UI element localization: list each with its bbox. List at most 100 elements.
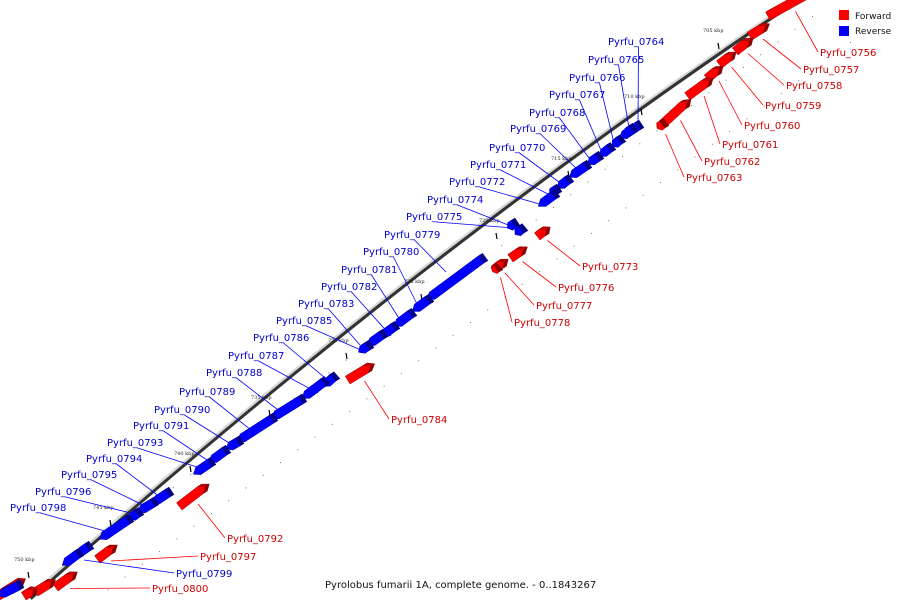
scale-tick-mark bbox=[640, 108, 643, 116]
forward-gene-label: Pyrfu_0758 bbox=[786, 81, 842, 92]
reverse-gene-label: Pyrfu_0779 bbox=[384, 230, 440, 241]
grid-dot bbox=[504, 296, 506, 298]
grid-dot bbox=[124, 576, 126, 578]
reverse-gene-label: Pyrfu_0791 bbox=[133, 421, 189, 432]
grid-dot bbox=[746, 118, 748, 120]
reverse-gene-leader bbox=[184, 414, 235, 447]
scale-tick-mark bbox=[495, 232, 498, 240]
reverse-gene-arrow bbox=[367, 329, 389, 346]
grid-dot bbox=[245, 487, 247, 489]
grid-dot bbox=[780, 92, 782, 94]
forward-gene-arrow bbox=[32, 578, 57, 597]
reverse-gene-leader bbox=[283, 342, 332, 384]
grid-dot bbox=[190, 474, 192, 476]
forward-gene-arrow bbox=[94, 544, 119, 564]
reverse-gene-arrow bbox=[61, 548, 85, 566]
grid-dot bbox=[328, 372, 330, 374]
grid-dot bbox=[639, 143, 641, 145]
grid-dot bbox=[590, 232, 592, 234]
reverse-gene-leader bbox=[457, 204, 522, 231]
reverse-gene-arrow bbox=[537, 189, 561, 207]
forward-gene-arrow bbox=[656, 118, 670, 131]
grid-dot bbox=[691, 105, 693, 107]
forward-gene-leader bbox=[731, 66, 764, 106]
forward-gene-arrow bbox=[52, 571, 79, 592]
forward-gene-leader bbox=[110, 555, 199, 562]
forward-gene-label: Pyrfu_0778 bbox=[514, 318, 570, 329]
grid-dot bbox=[172, 486, 174, 488]
reverse-gene-label: Pyrfu_0774 bbox=[427, 195, 483, 206]
grid-dot bbox=[345, 359, 347, 361]
forward-gene-arrow bbox=[344, 362, 376, 385]
reverse-gene-leader bbox=[599, 82, 615, 144]
forward-gene-leader bbox=[747, 53, 785, 86]
forward-gene-leader bbox=[703, 95, 721, 145]
reverse-gene-leader bbox=[371, 274, 403, 324]
grid-dot bbox=[501, 245, 503, 247]
grid-dot bbox=[694, 156, 696, 158]
forward-gene-label: Pyrfu_0760 bbox=[744, 121, 800, 132]
reverse-gene-label: Pyrfu_0768 bbox=[529, 108, 585, 119]
reverse-gene-leader bbox=[519, 152, 564, 186]
forward-gene-label: Pyrfu_0763 bbox=[686, 173, 742, 184]
reverse-gene-label: Pyrfu_0789 bbox=[179, 387, 235, 398]
reverse-gene-label: Pyrfu_0771 bbox=[470, 160, 526, 171]
reverse-gene-arrow bbox=[271, 393, 308, 420]
grid-dot bbox=[366, 398, 368, 400]
reverse-gene-leader bbox=[65, 496, 136, 515]
scale-tick-mark bbox=[27, 571, 30, 579]
grid-dot bbox=[660, 182, 661, 183]
grid-dot bbox=[729, 131, 731, 133]
grid-dot bbox=[798, 80, 800, 82]
grid-dot bbox=[470, 322, 471, 323]
grid-dot bbox=[418, 360, 420, 362]
legend-reverse-label: Reverse bbox=[855, 27, 892, 37]
reverse-gene-leader bbox=[559, 117, 593, 163]
gene-labels: Pyrfu_0756 Pyrfu_0757 Pyrfu_0758 Pyrfu_0759… bbox=[10, 37, 876, 595]
forward-gene-leader bbox=[680, 120, 703, 162]
legend: Forward Reverse bbox=[839, 10, 892, 37]
reverse-gene-label: Pyrfu_0780 bbox=[363, 247, 419, 258]
reverse-gene-label: Pyrfu_0795 bbox=[61, 470, 117, 481]
grid-dot bbox=[210, 512, 212, 514]
grid-dot bbox=[850, 42, 851, 43]
grid-dot bbox=[487, 309, 489, 311]
reverse-gene-label: Pyrfu_0782 bbox=[321, 282, 377, 293]
reverse-gene-label: Pyrfu_0787 bbox=[228, 351, 284, 362]
grid-dot bbox=[400, 372, 402, 374]
scale-tick-label: 710 kbp bbox=[624, 94, 645, 100]
forward-gene-label: Pyrfu_0784 bbox=[391, 415, 447, 426]
reverse-gene-arrow bbox=[193, 456, 217, 475]
reverse-gene-label: Pyrfu_0775 bbox=[406, 212, 462, 223]
reverse-gene-leader bbox=[40, 512, 113, 534]
scale-tick-label: 740 kbp bbox=[174, 451, 195, 457]
scale-tick-label: 750 kbp bbox=[14, 557, 35, 563]
forward-gene-label: Pyrfu_0777 bbox=[536, 301, 592, 312]
reverse-gene-leader bbox=[540, 133, 581, 173]
grid-dot bbox=[193, 525, 195, 527]
grid-dot bbox=[760, 54, 762, 56]
forward-gene-label: Pyrfu_0773 bbox=[582, 262, 638, 273]
grid-dot bbox=[280, 462, 281, 463]
forward-gene-label: Pyrfu_0776 bbox=[558, 283, 614, 294]
reverse-gene-label: Pyrfu_0799 bbox=[176, 569, 232, 580]
scale-tick-label: 715 kbp bbox=[551, 156, 572, 162]
scale-tick-mark bbox=[189, 465, 192, 473]
reverse-gene-label: Pyrfu_0798 bbox=[10, 503, 66, 514]
reverse-gene-arrow bbox=[569, 159, 593, 178]
grid-dot bbox=[677, 169, 679, 171]
reverse-gene-label: Pyrfu_0796 bbox=[35, 487, 91, 498]
grid-dot bbox=[587, 181, 589, 183]
scale-tick-label: 745 kbp bbox=[93, 505, 114, 511]
grid-dot bbox=[141, 563, 143, 565]
grid-dot bbox=[708, 92, 710, 94]
grid-dot bbox=[293, 397, 295, 399]
forward-gene-arrow bbox=[490, 262, 504, 274]
reverse-gene-leader bbox=[579, 99, 604, 156]
forward-gene-label: Pyrfu_0800 bbox=[152, 584, 208, 595]
forward-gene-label: Pyrfu_0756 bbox=[820, 48, 876, 59]
reverse-gene-label: Pyrfu_0794 bbox=[86, 454, 142, 465]
grid-dot bbox=[573, 245, 575, 247]
grid-dot bbox=[539, 271, 541, 273]
